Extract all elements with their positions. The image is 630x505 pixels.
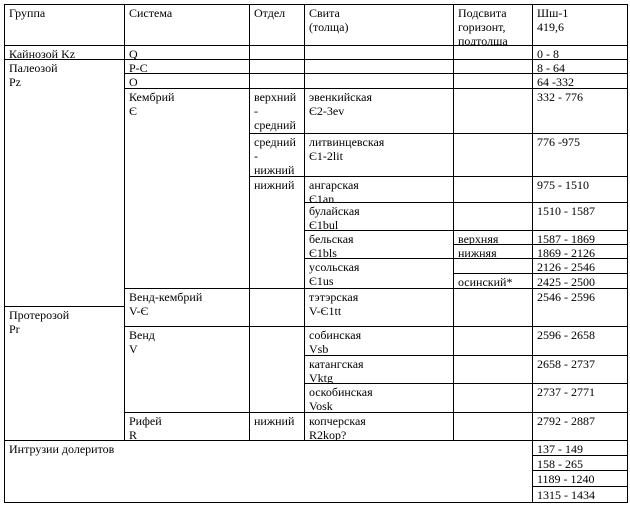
system-cell: Q xyxy=(124,45,250,60)
header-suite: Свита (толща) xyxy=(304,4,454,46)
subsuite-cell: осинский* xyxy=(453,273,533,289)
group-cell: Палеозой Pz xyxy=(4,59,125,307)
division-cell xyxy=(249,326,305,413)
subsuite-cell xyxy=(453,258,533,274)
suite-cell: тэтэрская V-Є1tt xyxy=(304,288,454,327)
division-cell xyxy=(249,288,305,327)
system-cell: Венд V xyxy=(124,326,250,413)
subsuite-cell xyxy=(453,133,533,177)
header-well: Шш-1 419,6 xyxy=(532,4,628,46)
depth-cell: 2596 - 2658 xyxy=(532,326,628,356)
system-cell: Кембрий Є xyxy=(124,88,250,289)
subsuite-cell xyxy=(453,202,533,231)
subsuite-cell xyxy=(453,176,533,203)
subsuite-cell xyxy=(453,59,533,74)
system-cell: Венд-кембрий V-Є xyxy=(124,288,250,327)
suite-cell xyxy=(304,73,454,89)
intrusions-cell: Интрузии долеритов xyxy=(4,440,533,503)
subsuite-cell xyxy=(453,355,533,384)
suite-cell xyxy=(304,59,454,74)
header-division: Отдел xyxy=(249,4,305,46)
subsuite-cell xyxy=(453,412,533,441)
depth-cell: 2126 - 2546 xyxy=(532,258,628,274)
suite-cell xyxy=(304,45,454,60)
division-cell xyxy=(249,45,305,60)
suite-cell: булайская Є1bul xyxy=(304,202,454,231)
subsuite-cell: верхняя xyxy=(453,230,533,245)
subsuite-cell xyxy=(453,88,533,134)
division-cell: нижний xyxy=(249,176,305,289)
subsuite-cell xyxy=(453,73,533,89)
depth-cell: 1510 - 1587 xyxy=(532,202,628,231)
division-cell: средний - нижний xyxy=(249,133,305,177)
division-cell xyxy=(249,59,305,74)
subsuite-cell xyxy=(453,326,533,356)
suite-cell: катангская Vktg xyxy=(304,355,454,384)
intrusion-depth-cell: 158 - 265 xyxy=(532,455,628,471)
intrusion-depth-cell: 1189 - 1240 xyxy=(532,470,628,487)
system-cell: P-C xyxy=(124,59,250,74)
division-cell: верхний - средний xyxy=(249,88,305,134)
depth-cell: 64 -332 xyxy=(532,73,628,89)
suite-cell: усольская Є1us xyxy=(304,258,454,289)
depth-cell: 332 - 776 xyxy=(532,88,628,134)
depth-cell: 8 - 64 xyxy=(532,59,628,74)
suite-cell: копчерская R2kop? xyxy=(304,412,454,441)
suite-cell: литвинцевская Є1-2lit xyxy=(304,133,454,177)
intrusion-depth-cell: 1315 - 1434 xyxy=(532,486,628,503)
depth-cell: 2546 - 2596 xyxy=(532,288,628,327)
subsuite-cell: нижняя xyxy=(453,244,533,259)
suite-cell: ангарская Є1an xyxy=(304,176,454,203)
suite-cell: бельская Є1bls xyxy=(304,230,454,259)
system-cell: O xyxy=(124,73,250,89)
depth-cell: 776 -975 xyxy=(532,133,628,177)
header-subsuite: Подсвита горизонт, подтолща xyxy=(453,4,533,46)
system-cell: Рифей R xyxy=(124,412,250,441)
subsuite-cell xyxy=(453,45,533,60)
depth-cell: 1587 - 1869 xyxy=(532,230,628,245)
group-cell: Кайнозой Kz xyxy=(4,45,125,60)
depth-cell: 2425 - 2500 xyxy=(532,273,628,289)
depth-cell: 0 - 8 xyxy=(532,45,628,60)
intrusion-depth-cell: 137 - 149 xyxy=(532,440,628,456)
depth-cell: 1869 - 2126 xyxy=(532,244,628,259)
suite-cell: собинская Vsb xyxy=(304,326,454,356)
subsuite-cell xyxy=(453,383,533,413)
depth-cell: 2792 - 2887 xyxy=(532,412,628,441)
suite-cell: оскобинская Vosk xyxy=(304,383,454,413)
subsuite-cell xyxy=(453,288,533,327)
depth-cell: 2658 - 2737 xyxy=(532,355,628,384)
division-cell: нижний xyxy=(249,412,305,441)
depth-cell: 2737 - 2771 xyxy=(532,383,628,413)
depth-cell: 975 - 1510 xyxy=(532,176,628,203)
suite-cell: эвенкийская Є2-3ev xyxy=(304,88,454,134)
header-group: Группа xyxy=(4,4,125,46)
group-cell: Протерозой Pr xyxy=(4,306,125,441)
header-system: Система xyxy=(124,4,250,46)
division-cell xyxy=(249,73,305,89)
